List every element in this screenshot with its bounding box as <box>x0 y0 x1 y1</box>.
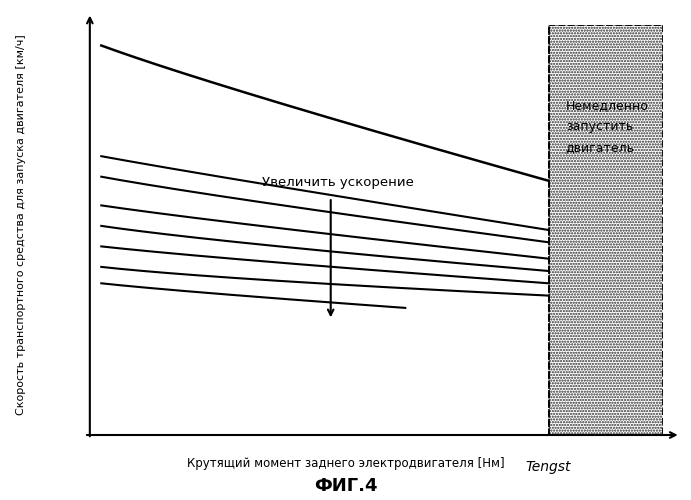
Text: Tengst: Tengst <box>526 460 571 473</box>
Bar <box>549 25 663 435</box>
Bar <box>549 25 663 435</box>
Text: Скорость транспортного средства для запуска двигателя [км/ч]: Скорость транспортного средства для запу… <box>16 34 26 416</box>
Bar <box>549 25 663 435</box>
Text: Крутящий момент заднего электродвигателя [Нм]: Крутящий момент заднего электродвигателя… <box>187 457 504 470</box>
Bar <box>549 25 663 435</box>
Text: Немедленно
запустить
двигатель: Немедленно запустить двигатель <box>566 99 649 154</box>
Text: Увеличить ускорение: Увеличить ускорение <box>262 176 414 189</box>
Text: ФИГ.4: ФИГ.4 <box>314 477 377 495</box>
